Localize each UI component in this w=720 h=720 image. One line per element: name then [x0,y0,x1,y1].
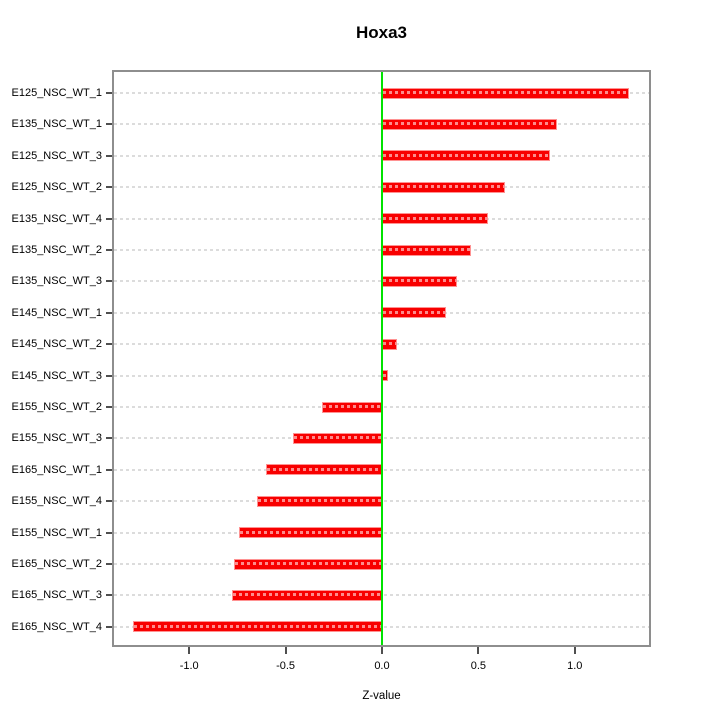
y-axis-tick [106,343,114,346]
y-tick-label: E165_NSC_WT_3 [11,589,103,602]
bar-dash-pattern [382,185,505,189]
y-axis-tick [106,437,114,440]
y-axis-tick [106,468,114,471]
data-bar-E165_NSC_WT_1 [266,464,382,476]
y-axis-tick [106,531,114,534]
y-tick-label: E135_NSC_WT_1 [11,118,103,131]
y-axis-tick [106,186,114,189]
bar-dash-pattern [134,624,381,628]
data-bar-E135_NSC_WT_1 [381,118,558,130]
bar-dash-pattern [232,593,381,597]
data-bar-E145_NSC_WT_1 [381,307,446,319]
x-tick-label: 0.0 [374,660,390,672]
y-axis-tick [106,154,114,157]
y-axis-tick [106,311,114,314]
y-axis-tick [106,217,114,220]
x-axis-tick [380,645,383,654]
y-axis-tick [106,249,114,251]
y-tick-label: E125_NSC_WT_1 [11,87,103,99]
chart-title: Hoxa3 [355,23,408,42]
y-axis-tick [106,563,114,565]
bar-dash-pattern [382,248,470,251]
bar-dash-pattern [382,122,557,126]
data-bar-E125_NSC_WT_2 [381,181,506,193]
y-tick-label: E145_NSC_WT_3 [11,369,103,382]
x-tick-label: -0.5 [276,660,296,672]
data-bar-E125_NSC_WT_1 [381,87,629,99]
data-bar-E135_NSC_WT_2 [381,244,471,256]
x-tick-label: 1.0 [567,660,583,672]
bar-dash-pattern [240,530,381,534]
data-bar-E155_NSC_WT_4 [256,495,382,507]
data-bar-E165_NSC_WT_3 [231,589,382,601]
bar-dash-pattern [257,499,381,503]
bar-dash-pattern [382,153,549,157]
bar-dash-pattern [234,562,381,565]
y-axis-tick [106,500,114,503]
data-bar-E125_NSC_WT_3 [381,150,550,162]
y-tick-label: E165_NSC_WT_2 [11,558,103,570]
y-tick-label: E145_NSC_WT_2 [11,338,103,351]
y-axis-tick [106,374,114,377]
data-bar-E165_NSC_WT_2 [233,558,382,570]
y-axis-tick [106,594,114,597]
bar-dash-pattern [382,310,445,314]
y-tick-label: E135_NSC_WT_4 [11,212,103,225]
bar-dash-pattern [382,91,628,94]
x-axis-tick [573,645,576,654]
y-tick-label: E155_NSC_WT_4 [11,495,103,508]
y-axis-tick [106,92,114,94]
y-tick-label: E155_NSC_WT_1 [11,526,103,539]
y-tick-label: E125_NSC_WT_3 [11,149,103,162]
bar-dash-pattern [382,216,487,220]
x-axis-title: Z-value [362,690,401,702]
bar-dash-pattern [382,342,397,346]
y-tick-label: E135_NSC_WT_2 [11,244,103,256]
x-axis-tick [477,645,480,654]
y-tick-label: E155_NSC_WT_2 [11,401,103,413]
plot-area: -1.0 -0.5 0.0 0.5 1.0 [106,70,651,672]
data-bar-E145_NSC_WT_2 [381,338,398,350]
x-axis-tick [188,645,191,654]
bar-dash-pattern [382,279,457,283]
y-axis-tick [106,406,114,408]
data-bar-E135_NSC_WT_4 [381,213,488,225]
y-axis-tick [106,280,114,283]
x-axis-tick [284,645,287,654]
y-axis-tick [106,625,114,628]
y-tick-label: E125_NSC_WT_2 [11,181,103,194]
y-tick-label: E135_NSC_WT_3 [11,275,103,288]
y-tick-label: E165_NSC_WT_4 [11,620,103,633]
x-tick-label: -1.0 [179,660,199,672]
data-bar-E165_NSC_WT_4 [133,621,382,633]
zero-reference-line [380,72,383,645]
data-bar-E135_NSC_WT_3 [381,275,458,287]
bar-dash-pattern [382,373,387,377]
data-bar-E155_NSC_WT_2 [322,401,382,413]
x-tick-label: 0.5 [470,660,487,672]
bar-dash-pattern [294,436,381,440]
y-tick-label: E165_NSC_WT_1 [11,463,103,476]
bar-dash-pattern [267,467,381,471]
data-bar-E155_NSC_WT_3 [293,432,382,444]
y-tick-label: E155_NSC_WT_3 [11,432,103,445]
y-axis-tick [106,123,114,126]
y-tick-label: E145_NSC_WT_1 [11,306,103,319]
data-bar-E155_NSC_WT_1 [239,527,382,539]
bar-dash-pattern [323,405,381,408]
